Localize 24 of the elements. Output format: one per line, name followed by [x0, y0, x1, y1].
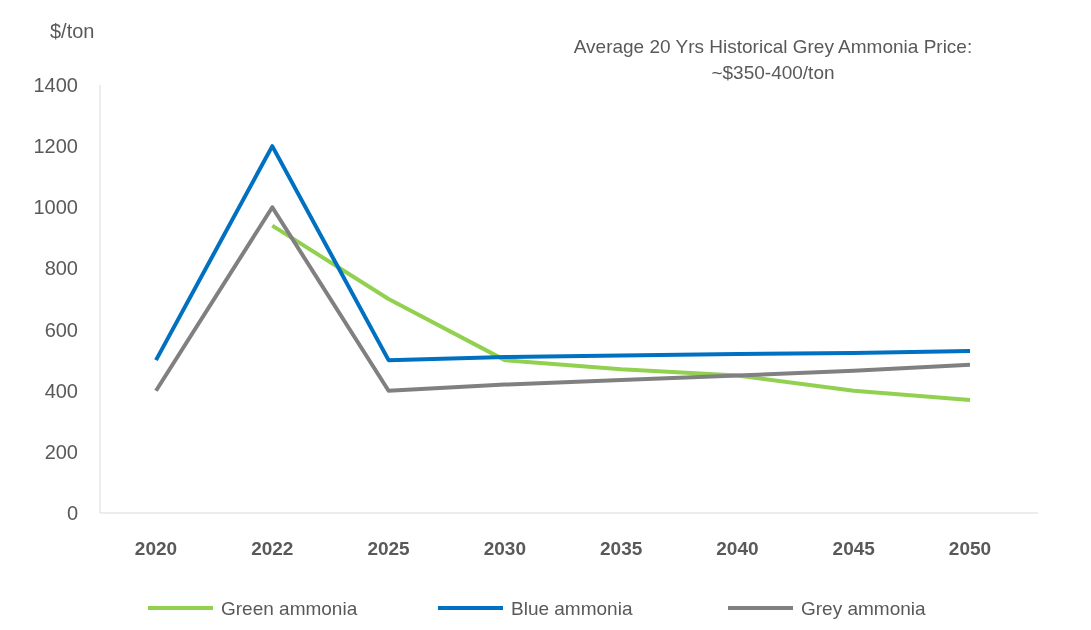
y-axis-title: $/ton — [50, 20, 95, 42]
legend-label: Grey ammonia — [801, 597, 927, 619]
x-tick-label: 2030 — [483, 538, 526, 559]
x-tick-label: 2040 — [716, 538, 759, 559]
line-series — [154, 205, 972, 393]
y-tick-label: 0 — [66, 502, 78, 524]
x-tick-label: 2050 — [948, 538, 992, 559]
x-tick-label: 2020 — [134, 538, 178, 559]
x-tick-label: 2022 — [251, 538, 294, 559]
legend-label: Green ammonia — [221, 597, 358, 619]
line-series — [154, 144, 972, 363]
x-tick-label: 2035 — [600, 538, 643, 559]
legend-label: Blue ammonia — [511, 597, 633, 619]
x-tick-label: 2045 — [832, 538, 876, 559]
y-tick-label: 1200 — [33, 135, 78, 158]
y-tick-label: 600 — [44, 318, 78, 341]
y-tick-label: 400 — [44, 379, 78, 402]
text: Average 20 Yrs Historical Grey Ammonia Price: ~$350-400/ton — [573, 36, 973, 83]
y-tick-label: 200 — [44, 440, 78, 463]
x-tick-label: 2025 — [367, 538, 411, 559]
line-series — [270, 223, 972, 402]
y-tick-label: 1000 — [33, 196, 78, 219]
y-tick-label: 1400 — [33, 74, 78, 96]
y-tick-label: 800 — [44, 257, 78, 280]
